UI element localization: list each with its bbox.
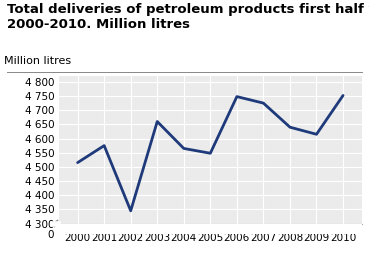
Text: Million litres: Million litres	[4, 56, 71, 66]
Text: Total deliveries of petroleum products first half year
2000-2010. Million litres: Total deliveries of petroleum products f…	[7, 3, 369, 30]
